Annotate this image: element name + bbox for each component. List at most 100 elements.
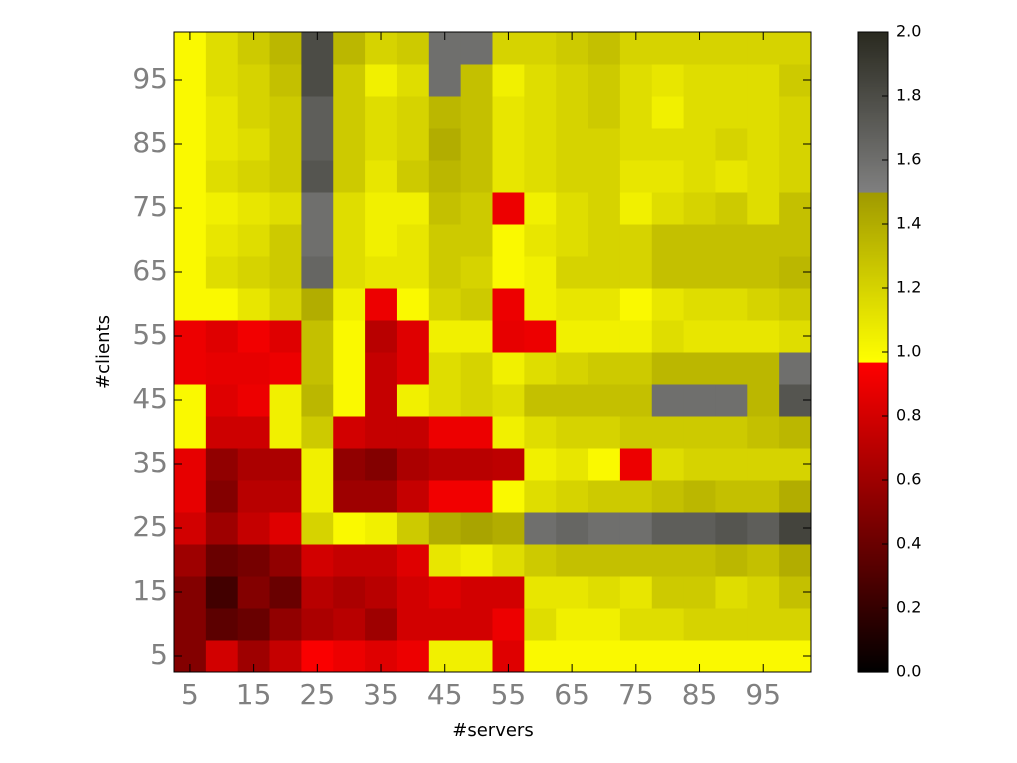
colorbar-swatch [858, 52, 888, 55]
heat-cell [269, 96, 302, 129]
heat-cell [747, 544, 780, 577]
colorbar-swatch [858, 246, 888, 249]
colorbar-swatch [858, 610, 888, 613]
heat-cell [524, 512, 557, 545]
heat-cell [460, 256, 493, 289]
colorbar-swatch [858, 80, 888, 83]
colorbar-swatch [858, 566, 888, 569]
colorbar-swatch [858, 606, 888, 609]
heat-cell [460, 640, 493, 673]
colorbar-swatch [858, 558, 888, 561]
colorbar-swatch [858, 304, 888, 307]
colorbar-swatch [858, 168, 888, 171]
colorbar-tick-label: 0.4 [896, 534, 921, 553]
colorbar-swatch [858, 176, 888, 179]
colorbar-swatch [858, 422, 888, 425]
heat-cell [365, 256, 398, 289]
heat-cell [460, 480, 493, 513]
colorbar-swatch [858, 200, 888, 203]
heat-cell [492, 96, 525, 129]
colorbar-swatch [858, 250, 888, 253]
colorbar-tick-label: 1.2 [896, 278, 921, 297]
heat-cell [174, 416, 207, 449]
heat-cell [619, 544, 653, 577]
heat-cell [205, 160, 239, 193]
heat-cell [619, 224, 653, 257]
colorbar-swatch [858, 594, 888, 597]
colorbar-swatch [858, 148, 888, 151]
heat-cell [333, 256, 366, 289]
colorbar-swatch [858, 582, 888, 585]
colorbar-swatch [858, 452, 888, 455]
colorbar-swatch [858, 102, 888, 105]
colorbar-swatch [858, 412, 888, 415]
colorbar-swatch [858, 492, 888, 495]
heat-cell [396, 608, 430, 641]
colorbar-swatch [858, 224, 888, 227]
heat-cell [237, 480, 271, 513]
heat-cell [301, 512, 334, 545]
colorbar-tick-label: 1.6 [896, 150, 921, 169]
heat-cell [651, 320, 685, 353]
heat-cell [333, 96, 366, 129]
heat-cell [556, 224, 589, 257]
x-tick-label: 85 [682, 678, 718, 711]
colorbar-swatch [858, 486, 888, 489]
colorbar-swatch [858, 392, 888, 395]
colorbar-swatch [858, 146, 888, 149]
heat-cell [492, 160, 525, 193]
heat-cell [715, 160, 748, 193]
colorbar-swatch [858, 374, 888, 377]
colorbar-swatch [858, 282, 888, 285]
colorbar-swatch [858, 430, 888, 433]
heat-cell [269, 608, 302, 641]
heat-cell [333, 32, 366, 65]
colorbar-swatch [858, 458, 888, 461]
heat-cell [237, 320, 271, 353]
heat-cell [651, 128, 685, 161]
heat-cell [174, 224, 207, 257]
heat-cell [779, 224, 812, 257]
colorbar-tick-label: 0.2 [896, 598, 921, 617]
colorbar-swatch [858, 260, 888, 263]
heat-cell [428, 288, 462, 321]
heat-cell [333, 544, 366, 577]
colorbar-tick-label: 1.0 [896, 342, 921, 361]
x-tick-label: 25 [300, 678, 336, 711]
heat-cell [333, 128, 366, 161]
heat-cell [269, 128, 302, 161]
colorbar-swatch [858, 560, 888, 563]
heat-cell [588, 288, 621, 321]
colorbar-swatch [858, 62, 888, 65]
heat-cell [237, 544, 271, 577]
colorbar-swatch [858, 618, 888, 621]
heat-cell [174, 352, 207, 385]
colorbar-swatch [858, 550, 888, 553]
colorbar-swatch [858, 54, 888, 57]
heat-cell [174, 480, 207, 513]
colorbar-swatch [858, 86, 888, 89]
colorbar-swatch [858, 122, 888, 125]
heat-cell [651, 96, 685, 129]
heat-cell [651, 160, 685, 193]
x-tick-label: 95 [745, 678, 781, 711]
heat-cell [556, 480, 589, 513]
heat-cell [715, 224, 748, 257]
heat-cell [524, 96, 557, 129]
heat-cell [651, 480, 685, 513]
heat-cell [556, 192, 589, 225]
colorbar-swatch [858, 192, 888, 195]
heat-cell [237, 384, 271, 417]
colorbar-swatch [858, 472, 888, 475]
heat-cell [492, 288, 525, 321]
colorbar-swatch [858, 570, 888, 573]
colorbar-swatch [858, 388, 888, 391]
colorbar-swatch [858, 496, 888, 499]
heat-cell [556, 256, 589, 289]
colorbar-swatch [858, 546, 888, 549]
heat-cell [524, 256, 557, 289]
y-tick-label: 15 [132, 574, 168, 607]
heat-cell [237, 288, 271, 321]
colorbar-swatch [858, 596, 888, 599]
heat-cell [747, 256, 780, 289]
